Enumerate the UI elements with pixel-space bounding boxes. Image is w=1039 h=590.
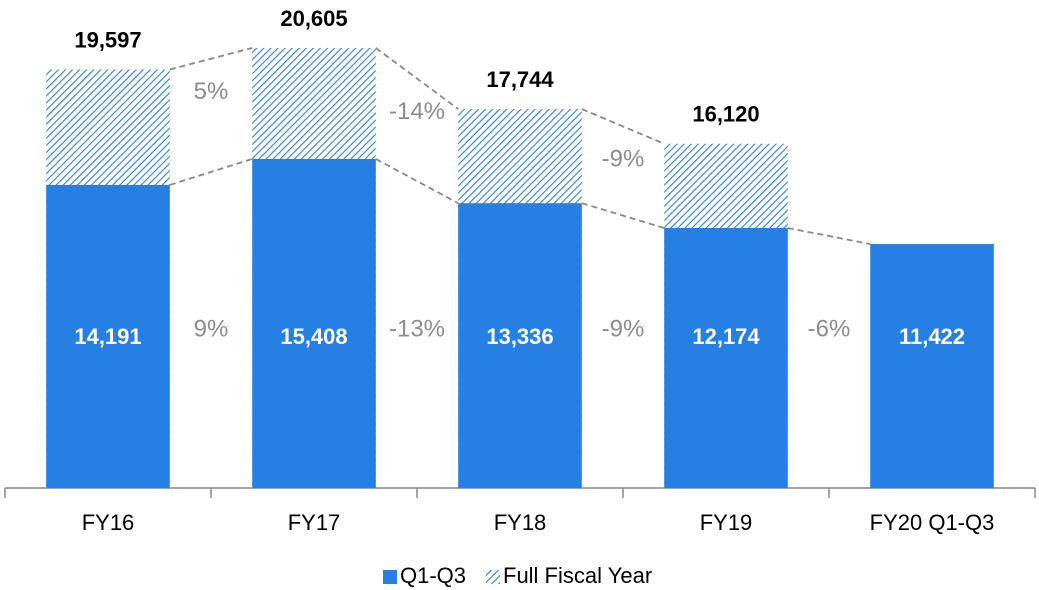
change-label: -9%	[602, 315, 645, 342]
connector	[375, 158, 459, 204]
bar	[252, 158, 376, 488]
x-tick-label: FY19	[700, 510, 753, 535]
legend-label: Q1-Q3	[400, 563, 466, 588]
connector	[169, 158, 253, 186]
connector	[581, 108, 665, 145]
bar-label: 14,191	[74, 324, 141, 349]
legend-label: Full Fiscal Year	[503, 563, 652, 588]
connector	[169, 47, 253, 71]
total-label: 20,605	[280, 6, 347, 31]
connector	[375, 47, 459, 110]
bar-label: 15,408	[280, 324, 347, 349]
bar	[870, 244, 994, 488]
bar	[458, 203, 582, 489]
bar	[664, 228, 788, 488]
bar-label: 12,174	[692, 324, 760, 349]
connector	[581, 202, 665, 229]
bar	[46, 184, 170, 489]
x-tick-label: FY18	[494, 510, 547, 535]
x-tick-label: FY17	[288, 510, 341, 535]
change-label: -13%	[389, 315, 445, 342]
change-label: 5%	[194, 78, 229, 105]
bar-label: 11,422	[899, 324, 965, 349]
bar-label: 13,336	[486, 324, 553, 349]
legend-swatch	[486, 570, 500, 584]
legend-swatch	[383, 570, 397, 584]
connector	[787, 227, 871, 245]
x-tick-label: FY16	[82, 510, 135, 535]
change-label: -9%	[602, 146, 645, 173]
total-label: 16,120	[692, 102, 759, 127]
change-label: 9%	[194, 315, 229, 342]
x-tick-label: FY20 Q1-Q3	[870, 510, 995, 535]
change-label: -14%	[389, 98, 445, 125]
total-label: 17,744	[486, 67, 554, 92]
total-label: 19,597	[74, 27, 141, 52]
change-label: -6%	[808, 315, 851, 342]
